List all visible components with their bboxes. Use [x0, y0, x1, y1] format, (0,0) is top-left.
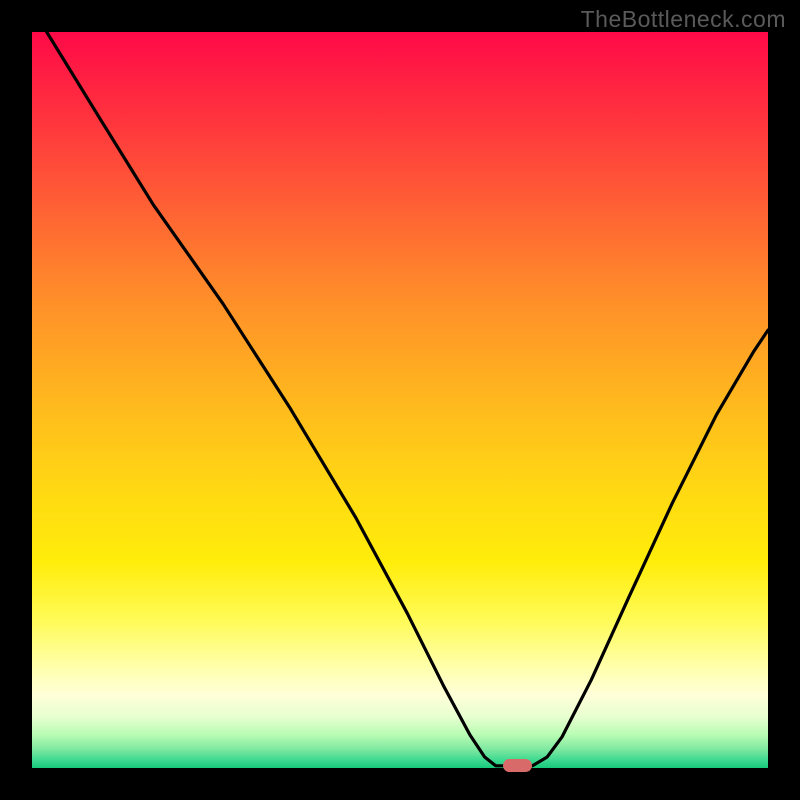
watermark-text: TheBottleneck.com [581, 6, 786, 33]
chart-container: TheBottleneck.com [0, 0, 800, 800]
optimum-marker [503, 759, 532, 772]
bottleneck-curve [32, 32, 768, 768]
plot-area [32, 32, 768, 768]
